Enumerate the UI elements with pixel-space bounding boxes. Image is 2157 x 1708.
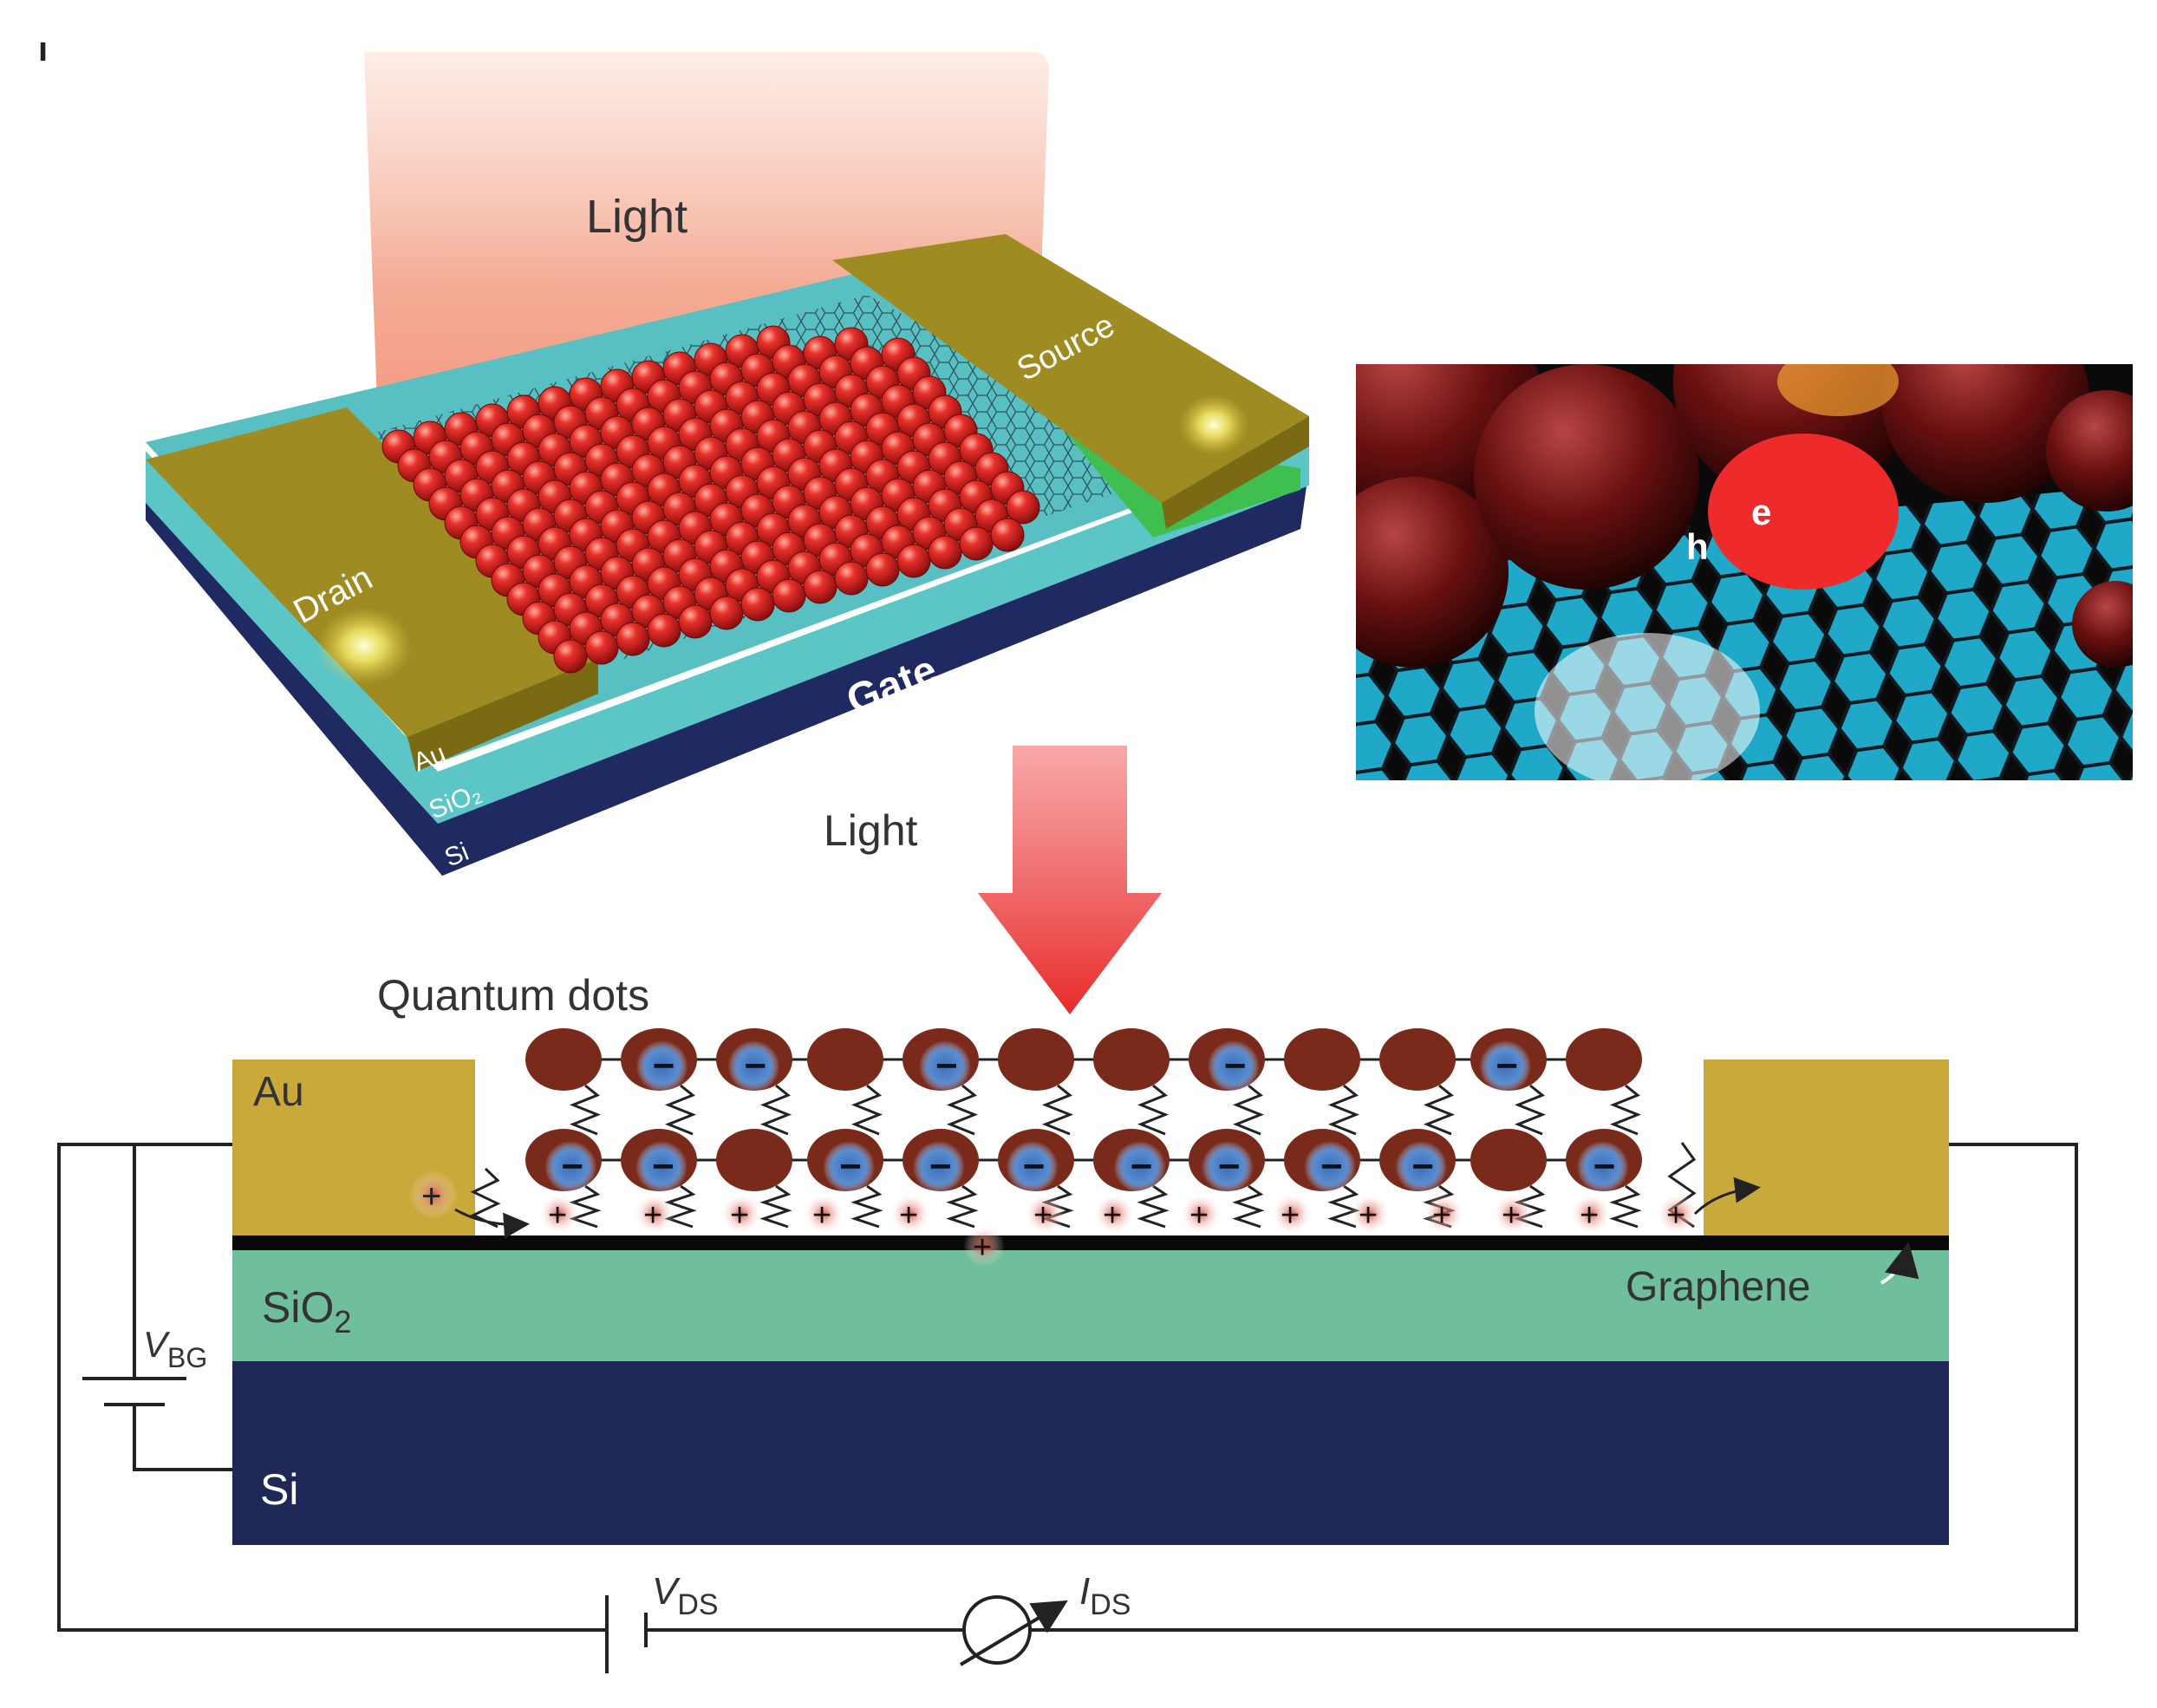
electron-charge: −: [1224, 1045, 1247, 1087]
ligand-chain: [1046, 1085, 1070, 1134]
hole-charge: +: [1281, 1197, 1300, 1234]
hole-charge: +: [548, 1197, 567, 1234]
quantum-dot-ball: [835, 562, 868, 595]
electron-charge: −: [839, 1145, 862, 1188]
hole-charge: +: [1502, 1197, 1521, 1234]
quantum-dot: [1470, 1129, 1547, 1191]
panel-mark: ı: [38, 30, 48, 68]
graphene-layer: [232, 1235, 1949, 1250]
cross-section: Light Quantum dots Au SiO2 Si Graphene −…: [59, 746, 2076, 1673]
electron-charge: −: [653, 1045, 675, 1087]
hole-charge: +: [1432, 1197, 1451, 1234]
quantum-dot-ball: [991, 518, 1024, 551]
graphene-label: Graphene: [1626, 1264, 1811, 1310]
electron-charge: −: [1593, 1145, 1616, 1188]
quantum-dot: [807, 1028, 883, 1091]
quantum-dot: [525, 1028, 602, 1091]
quantum-dot-ball: [710, 596, 743, 629]
ligand-chain: [1427, 1085, 1451, 1134]
ligand-chain: [764, 1186, 788, 1227]
hole-in-au: +: [421, 1177, 441, 1216]
ligand-chain: [950, 1085, 974, 1134]
ligand-chain: [1332, 1085, 1356, 1134]
quantum-dot-ball: [960, 527, 993, 560]
hole-charge: +: [899, 1197, 918, 1234]
inset-panel: e h: [1300, 260, 2157, 789]
ids-label: IDS: [1079, 1570, 1131, 1621]
vds-label: VDS: [652, 1570, 719, 1621]
inset-qd: [1474, 364, 1699, 590]
quantum-dot: [1566, 1028, 1642, 1091]
si-substrate: [232, 1361, 1949, 1545]
quantum-dot-ball: [679, 605, 712, 638]
ligand-chain: [764, 1085, 788, 1134]
quantum-dot-ball: [804, 570, 837, 603]
inset-hole-label: h: [1686, 526, 1709, 567]
ligand-chain: [855, 1186, 879, 1227]
hole-charge: +: [1580, 1197, 1599, 1234]
quantum-dot: [998, 1028, 1074, 1091]
quantum-dot-ball: [616, 623, 649, 655]
ligand-chain: [1236, 1186, 1261, 1227]
au-electrode-right: [1704, 1059, 1949, 1235]
vbg-label: VBG: [143, 1324, 207, 1373]
ligand-chain: [950, 1186, 974, 1227]
ligand-chain: [1613, 1186, 1638, 1227]
drain-glow: [316, 607, 412, 685]
electron-charge: −: [1496, 1045, 1518, 1087]
electron-charge: −: [561, 1145, 583, 1188]
inset-excited-qd: [1708, 434, 1899, 590]
ligand-chain: [573, 1085, 597, 1134]
quantum-dot: [716, 1129, 792, 1191]
electron-charge: −: [1218, 1145, 1241, 1188]
electron-charge: −: [929, 1145, 952, 1188]
ligand-chain: [668, 1085, 693, 1134]
electron-charge: −: [1411, 1145, 1434, 1188]
ligand-chain: [1518, 1085, 1542, 1134]
light-down-arrow: [978, 746, 1162, 1014]
quantum-dot-ball: [585, 631, 618, 664]
electron-charge: −: [1320, 1145, 1343, 1188]
hole-charge: +: [1103, 1197, 1122, 1234]
quantum-dot-ball: [772, 579, 805, 612]
electron-charge: −: [1023, 1145, 1046, 1188]
quantum-dot-ball: [866, 553, 899, 586]
ligand-chain: [1141, 1085, 1165, 1134]
hole-charge: +: [1189, 1197, 1209, 1234]
electron-charge: −: [744, 1045, 766, 1087]
ligand-chain: [1236, 1085, 1261, 1134]
hole-charge: +: [1666, 1197, 1685, 1234]
quantum-dot-ball: [554, 640, 587, 673]
quantum-dot: [1284, 1028, 1360, 1091]
hole-charge: +: [643, 1197, 662, 1234]
hole-charge: +: [973, 1229, 992, 1266]
quantum-dot-ball: [741, 588, 774, 621]
si-label-cross: Si: [260, 1465, 298, 1514]
electron-charge: −: [935, 1045, 958, 1087]
quantum-dots-label: Quantum dots: [377, 971, 649, 1020]
light-label-top: Light: [586, 191, 688, 243]
source-glow: [1179, 394, 1248, 455]
ligand-chain: [1613, 1085, 1638, 1134]
quantum-dot: [1093, 1028, 1170, 1091]
quantum-dot: [1379, 1028, 1456, 1091]
inset-qd: [2072, 581, 2157, 668]
electron-charge: −: [652, 1145, 674, 1188]
device-3d: Light Drain Source Gate Au SiO₂ Si: [146, 52, 1309, 876]
electron-charge: −: [1131, 1145, 1153, 1188]
hole-charge: +: [1359, 1197, 1378, 1234]
quantum-dot-ball: [897, 544, 930, 577]
quantum-dot-ball: [648, 614, 681, 647]
quantum-dot-ball: [929, 536, 961, 569]
hole-charge: +: [730, 1197, 749, 1234]
hole-charge: +: [1033, 1197, 1052, 1234]
hole-charge: +: [812, 1197, 831, 1234]
au-label-cross: Au: [253, 1069, 304, 1115]
inset-electron-label: e: [1751, 492, 1771, 532]
light-label-bottom: Light: [824, 806, 918, 855]
ligand-chain: [855, 1085, 879, 1134]
